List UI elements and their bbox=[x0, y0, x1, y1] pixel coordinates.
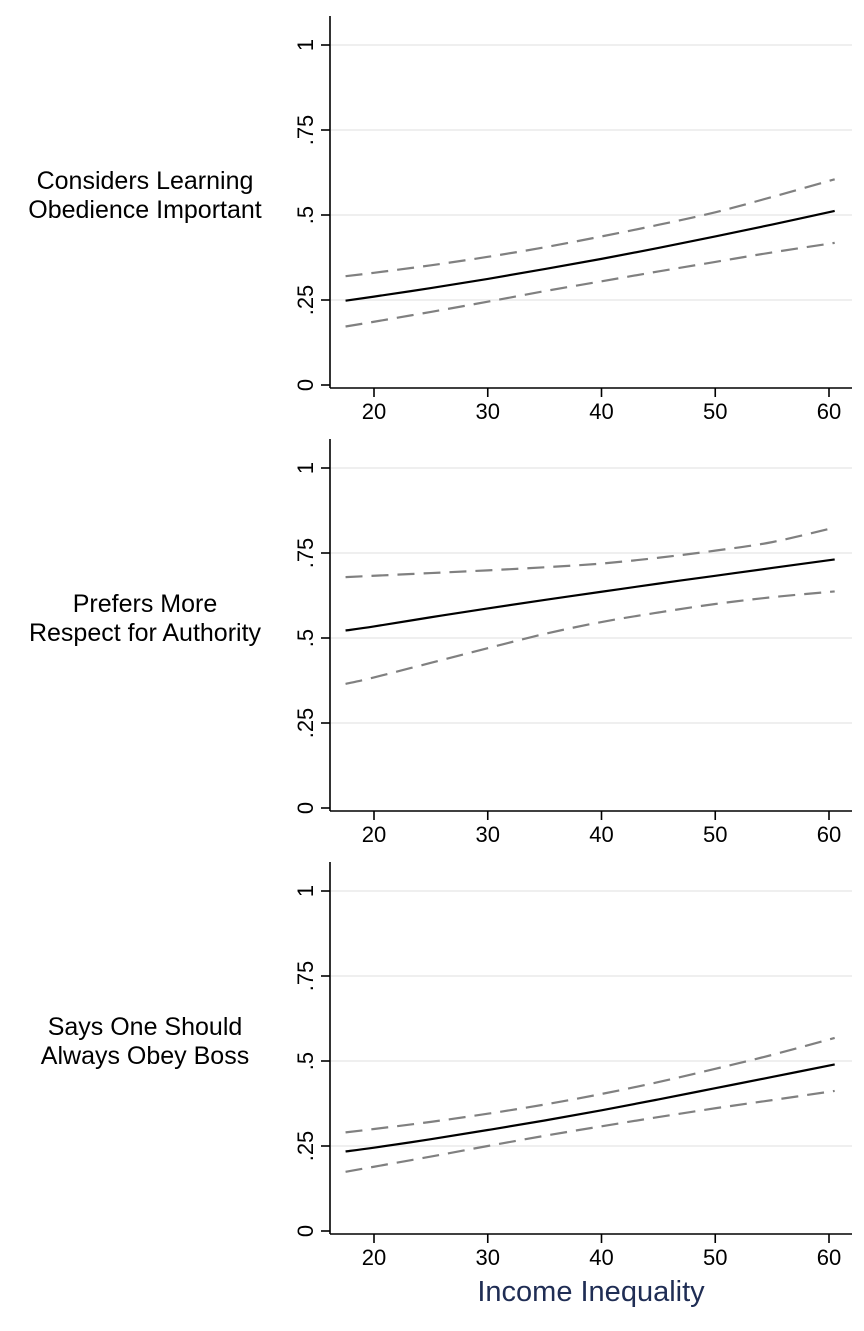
ci-upper-line bbox=[345, 178, 835, 278]
row-label-line: Obedience Important bbox=[28, 196, 262, 224]
ci-upper-line bbox=[345, 1036, 835, 1134]
y-tick-label: 0 bbox=[293, 802, 318, 814]
y-tick-label: 1 bbox=[293, 39, 318, 51]
y-tick-label: .25 bbox=[293, 708, 318, 739]
x-tick-label: 40 bbox=[589, 822, 613, 847]
y-tick-label: 0 bbox=[293, 379, 318, 391]
x-tick-label: 40 bbox=[589, 399, 613, 424]
y-tick-label: 1 bbox=[293, 885, 318, 897]
y-tick-label: .75 bbox=[293, 961, 318, 992]
row-label-obedience: Considers Learning Obedience Important bbox=[0, 167, 290, 225]
y-tick-label: .5 bbox=[293, 1052, 318, 1070]
ci-upper-line bbox=[345, 526, 835, 579]
x-tick-label: 30 bbox=[476, 399, 500, 424]
row-label-authority: Prefers More Respect for Authority bbox=[0, 590, 290, 648]
y-tick-label: 0 bbox=[293, 1225, 318, 1237]
y-tick-label: .75 bbox=[293, 115, 318, 146]
x-tick-label: 50 bbox=[703, 822, 727, 847]
x-tick-label: 20 bbox=[362, 399, 386, 424]
row-label-line: Respect for Authority bbox=[28, 619, 262, 647]
y-tick-label: 1 bbox=[293, 462, 318, 474]
row-label-obey-boss: Says One Should Always Obey Boss bbox=[0, 1013, 290, 1071]
x-tick-label: 40 bbox=[589, 1245, 613, 1270]
x-tick-label: 50 bbox=[703, 399, 727, 424]
x-tick-label: 60 bbox=[817, 399, 841, 424]
ci-lower-line bbox=[345, 590, 835, 685]
ci-lower-line bbox=[345, 1089, 835, 1173]
x-tick-label: 30 bbox=[476, 822, 500, 847]
y-tick-label: .25 bbox=[293, 285, 318, 316]
x-tick-label: 60 bbox=[817, 822, 841, 847]
estimate-line bbox=[345, 1063, 835, 1153]
x-tick-label: 60 bbox=[817, 1245, 841, 1270]
row-label-line: Says One Should bbox=[47, 1013, 243, 1041]
y-tick-label: .5 bbox=[293, 629, 318, 647]
y-tick-label: .25 bbox=[293, 1131, 318, 1162]
y-tick-label: .75 bbox=[293, 538, 318, 569]
row-label-line: Prefers More bbox=[72, 590, 218, 618]
x-tick-label: 20 bbox=[362, 822, 386, 847]
x-tick-label: 30 bbox=[476, 1245, 500, 1270]
row-label-line: Always Obey Boss bbox=[40, 1042, 250, 1070]
row-label-line: Considers Learning bbox=[36, 167, 254, 195]
estimate-line bbox=[345, 558, 835, 632]
x-tick-label: 50 bbox=[703, 1245, 727, 1270]
x-axis-title: Income Inequality bbox=[477, 1276, 705, 1308]
x-tick-label: 20 bbox=[362, 1245, 386, 1270]
ci-lower-line bbox=[345, 241, 835, 328]
estimate-line bbox=[345, 209, 835, 302]
y-tick-label: .5 bbox=[293, 206, 318, 224]
